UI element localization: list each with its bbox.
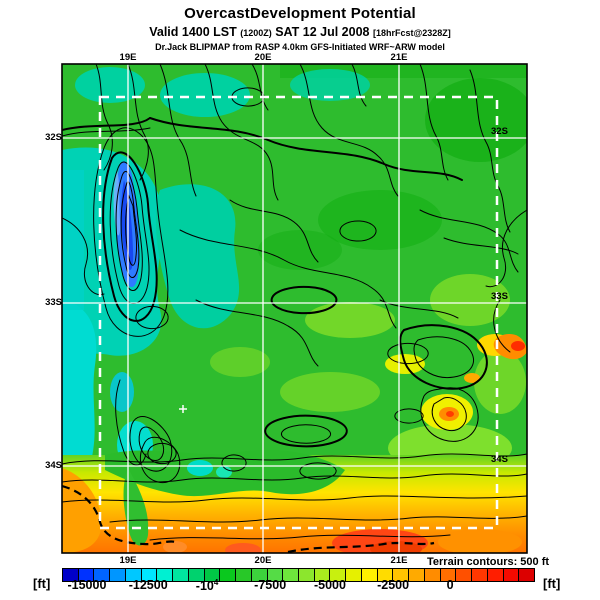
colorbar-tick-label: -12500 bbox=[128, 578, 168, 592]
lon-tick-label: 19E bbox=[119, 52, 137, 63]
colorbar-cell bbox=[329, 569, 346, 581]
colorbar-cell bbox=[203, 569, 220, 581]
colorbar-tick-label: -104 bbox=[195, 578, 219, 594]
valid-fcst: [18hrFcst@2328Z] bbox=[372, 28, 451, 38]
valid-prefix: Valid 1400 LST bbox=[149, 25, 241, 39]
colorbar-cell bbox=[518, 569, 535, 581]
lat-tick-label: 34S bbox=[491, 454, 508, 465]
lon-tick-label: 20E bbox=[254, 52, 272, 63]
valid-time-line: Valid 1400 LST (1200Z) SAT 12 Jul 2008 [… bbox=[0, 25, 600, 39]
map-fill-layer bbox=[62, 64, 527, 553]
lon-tick-label: 19E bbox=[119, 555, 137, 566]
colorbar-cell bbox=[471, 569, 487, 581]
colorbar-cell bbox=[63, 569, 78, 581]
colorbar-cell bbox=[502, 569, 519, 581]
colorbar-cell bbox=[250, 569, 267, 581]
page-title: OvercastDevelopment Potential bbox=[184, 5, 416, 22]
colorbar-cell bbox=[455, 569, 472, 581]
colorbar-cell bbox=[187, 569, 204, 581]
colorbar-cell bbox=[77, 569, 94, 581]
lon-tick-label: 21E bbox=[390, 52, 408, 63]
colorbar-tick-label: -15000 bbox=[67, 578, 107, 592]
site-marker-cross bbox=[179, 405, 187, 413]
colorbar-tick-label: -2500 bbox=[377, 578, 410, 592]
colorbar-cell bbox=[93, 569, 110, 581]
colorbar-cell bbox=[156, 569, 173, 581]
colorbar-cell bbox=[439, 569, 456, 581]
colorbar-cell bbox=[360, 569, 377, 581]
colorbar-tick-label: 0 bbox=[446, 578, 454, 592]
colorbar-cell bbox=[392, 569, 409, 581]
colorbar-cell bbox=[235, 569, 251, 581]
terrain-contours bbox=[62, 64, 527, 541]
colorbar-cell bbox=[172, 569, 188, 581]
colorbar-cell bbox=[140, 569, 157, 581]
colorbar-cell bbox=[219, 569, 236, 581]
latlon-grid bbox=[62, 64, 527, 553]
domain-boundary-dashed bbox=[98, 95, 499, 530]
terrain-contours-note: Terrain contours: 500 ft bbox=[427, 556, 550, 568]
lon-tick-label: 20E bbox=[254, 555, 272, 566]
valid-date: SAT 12 Jul 2008 bbox=[271, 25, 373, 39]
lat-tick-label: 34S bbox=[45, 460, 62, 471]
lat-tick-label: 32S bbox=[45, 132, 62, 143]
colorbar-cell bbox=[266, 569, 283, 581]
colorbar bbox=[62, 568, 535, 582]
lon-tick-label: 21E bbox=[390, 555, 408, 566]
coastline-dashed bbox=[62, 484, 435, 553]
colorbar-cell bbox=[345, 569, 361, 581]
colorbar-cell bbox=[486, 569, 503, 581]
colorbar-cell bbox=[376, 569, 393, 581]
colorbar-cell bbox=[282, 569, 299, 581]
lat-tick-label: 33S bbox=[45, 297, 62, 308]
lat-tick-label: 33S bbox=[491, 291, 508, 302]
colorbar-units-right: [ft] bbox=[543, 576, 561, 591]
colorbar-cell bbox=[423, 569, 440, 581]
colorbar-tick-label: -7500 bbox=[254, 578, 287, 592]
colorbar-cell bbox=[109, 569, 125, 581]
colorbar-tick-label: -5000 bbox=[313, 578, 346, 592]
lat-tick-label: 32S bbox=[491, 126, 508, 137]
colorbar-labels: -15000 -12500 -104 -7500 -5000 -2500 0 bbox=[62, 578, 533, 596]
colorbar-cell bbox=[298, 569, 314, 581]
colorbar-units-left: [ft] bbox=[33, 576, 51, 591]
map-frame bbox=[61, 63, 528, 554]
colorbar-cell bbox=[124, 569, 141, 581]
valid-zulu: (1200Z) bbox=[240, 28, 272, 38]
colorbar-cell bbox=[408, 569, 424, 581]
model-info-line: Dr.Jack BLIPMAP from RASP 4.0km GFS-Init… bbox=[155, 42, 445, 52]
colorbar-cell bbox=[313, 569, 330, 581]
